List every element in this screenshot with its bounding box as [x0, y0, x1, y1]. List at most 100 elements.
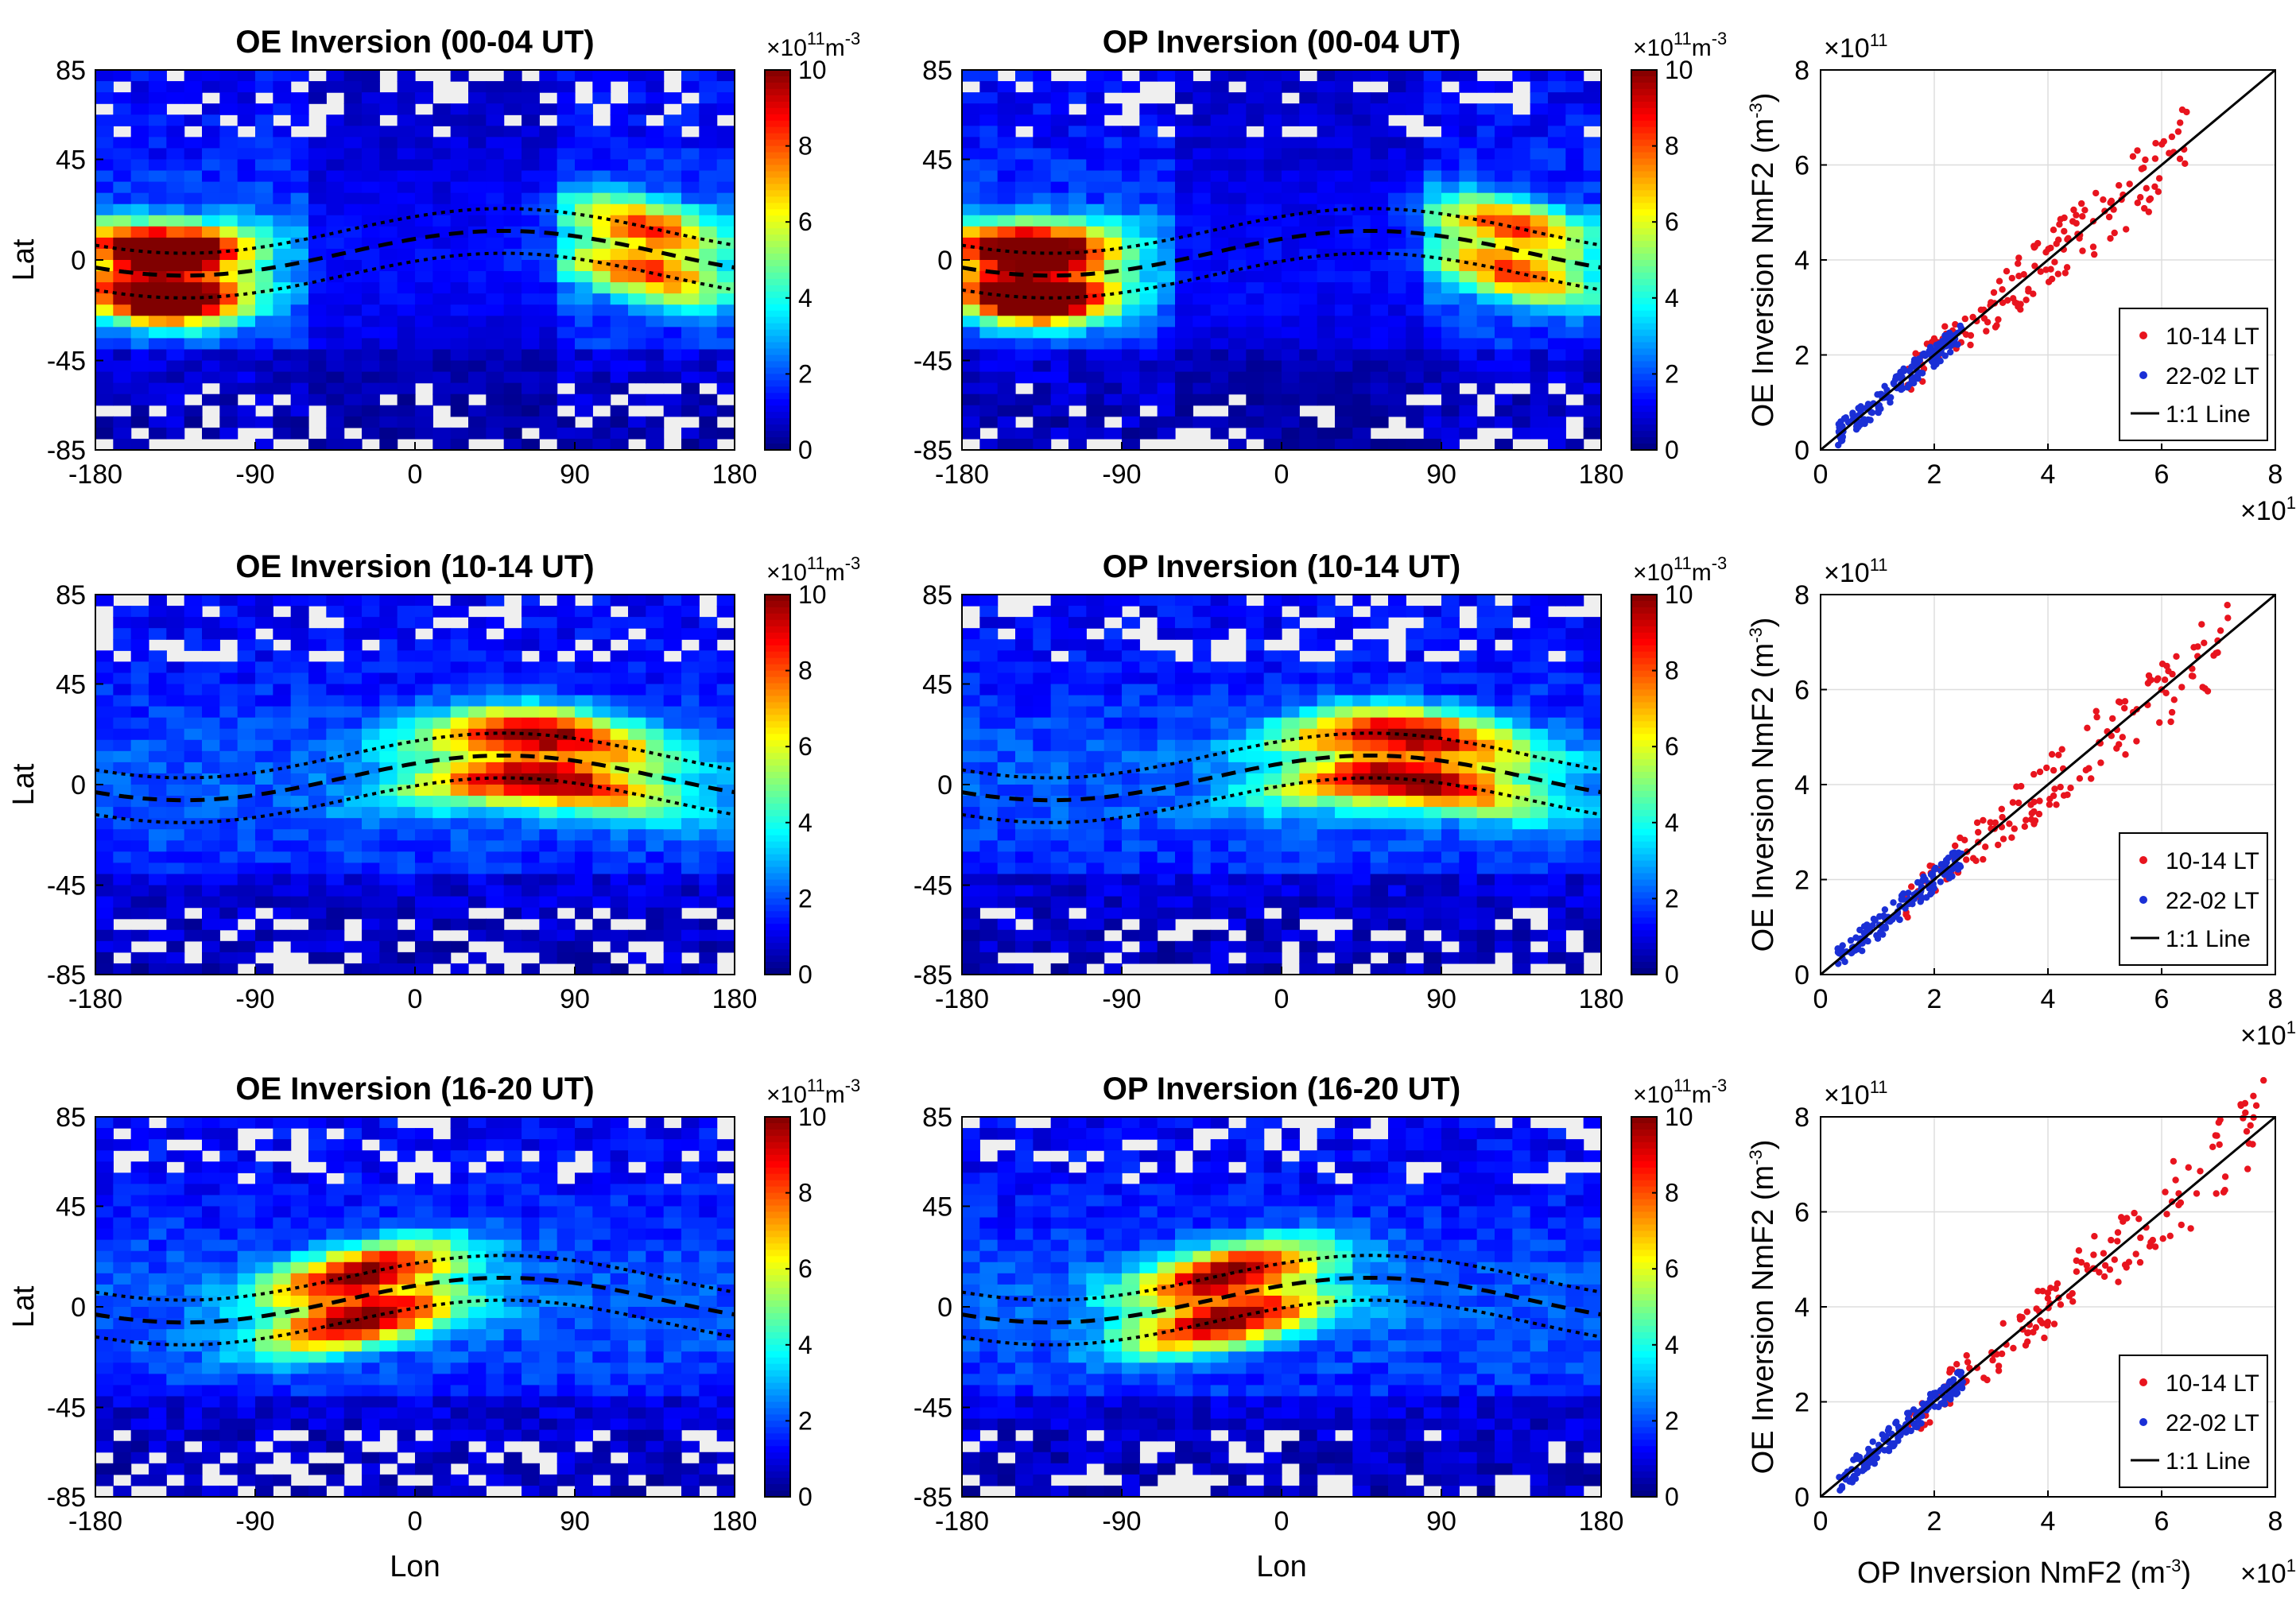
heatmap-cell — [716, 862, 735, 875]
heatmap-cell — [130, 963, 149, 975]
heatmap-cell — [486, 717, 505, 730]
heatmap-cell — [1103, 762, 1123, 774]
heatmap-cell — [1565, 371, 1584, 384]
heatmap-cell — [130, 338, 149, 351]
heatmap-cell — [1086, 785, 1105, 796]
heatmap-cell — [557, 874, 576, 886]
heatmap-cell — [1210, 393, 1229, 406]
heatmap-cell — [290, 929, 309, 942]
heatmap-cell — [166, 148, 185, 161]
heatmap-cell — [1050, 851, 1069, 864]
heatmap-cell — [1317, 963, 1336, 975]
heatmap-cell — [962, 952, 980, 964]
heatmap-cell — [415, 728, 433, 741]
heatmap-cell — [557, 159, 576, 172]
heatmap-cell — [255, 382, 273, 395]
heatmap-cell — [962, 885, 980, 897]
heatmap-cell — [362, 628, 380, 640]
heatmap-cell — [1406, 416, 1425, 428]
heatmap-cell — [1299, 192, 1318, 205]
heatmap-cell — [979, 695, 999, 707]
heatmap-cell — [699, 159, 718, 172]
heatmap-cell — [1068, 963, 1087, 975]
heatmap-cell — [397, 639, 416, 651]
heatmap-cell — [1193, 293, 1212, 305]
heatmap-cell — [1086, 773, 1105, 785]
heatmap-cell — [379, 617, 398, 629]
heatmap-cell — [522, 862, 540, 875]
heatmap-cell — [1210, 181, 1229, 194]
heatmap-cell — [1246, 215, 1265, 227]
heatmap-cell — [557, 248, 576, 261]
heatmap-cell — [1282, 762, 1300, 774]
heatmap-cell — [219, 248, 239, 261]
heatmap-cell — [149, 192, 167, 205]
heatmap-cell — [219, 226, 239, 238]
heatmap-cell — [1228, 114, 1247, 126]
heatmap-cell — [1068, 650, 1087, 662]
heatmap-cell — [362, 81, 380, 93]
heatmap-cell — [716, 304, 735, 316]
heatmap-cell — [1139, 650, 1158, 662]
heatmap-cell — [1050, 81, 1069, 93]
heatmap-cell — [379, 148, 398, 161]
heatmap-cell — [699, 148, 718, 161]
colorbar-segment — [765, 241, 790, 248]
heatmap-cell — [1086, 818, 1105, 830]
heatmap-cell — [1068, 952, 1087, 964]
eq-dotted-line — [95, 776, 735, 824]
heatmap-cell — [1157, 907, 1176, 920]
heatmap-cell — [1228, 717, 1247, 730]
heatmap-cell — [290, 103, 309, 115]
heatmap-cell — [522, 170, 540, 183]
heatmap-cell — [1282, 862, 1300, 875]
heatmap-cell — [979, 739, 999, 752]
heatmap-cell — [1193, 304, 1212, 316]
heatmap-cell — [503, 170, 522, 183]
heatmap-cell — [962, 338, 980, 351]
heatmap-cell — [130, 393, 149, 406]
heatmap-cell — [468, 126, 487, 138]
x-tick-label: 180 — [712, 984, 758, 1014]
heatmap-cell — [397, 595, 416, 607]
heatmap-cell — [1299, 851, 1318, 864]
heatmap-cell — [113, 706, 132, 719]
colorbar-segment — [1631, 190, 1657, 198]
heatmap-cell — [663, 237, 682, 250]
heatmap-cell — [1335, 327, 1353, 339]
heatmap-cell — [149, 159, 167, 172]
heatmap-cell — [184, 70, 203, 82]
heatmap-cell — [362, 114, 380, 126]
heatmap-cell — [1210, 271, 1229, 283]
heatmap-cell — [149, 684, 167, 696]
heatmap-cell — [1050, 181, 1069, 194]
heatmap-cell — [699, 327, 718, 339]
heatmap-cell — [1441, 661, 1460, 674]
heatmap-cell — [1139, 349, 1158, 362]
heatmap-cell — [663, 595, 682, 607]
heatmap-cell — [1406, 829, 1425, 841]
heatmap-cell — [1335, 762, 1353, 774]
heatmap-cell — [1423, 952, 1442, 964]
heatmap-cell — [1103, 70, 1123, 82]
heatmap-cell — [362, 762, 380, 774]
heatmap-cell — [1476, 940, 1495, 953]
heatmap-cell — [610, 595, 629, 607]
heatmap-cell — [1476, 639, 1495, 651]
heatmap-cell — [1299, 874, 1318, 886]
heatmap-cell — [130, 706, 149, 719]
heatmap-cell — [130, 684, 149, 696]
heatmap-cell — [255, 371, 273, 384]
heatmap-cell — [539, 851, 558, 864]
heatmap-cell — [1210, 851, 1229, 864]
heatmap-cell — [255, 226, 273, 238]
heatmap-cell — [1103, 829, 1123, 841]
heatmap-cell — [1015, 393, 1034, 406]
heatmap-cell — [646, 70, 665, 82]
heatmap-cell — [979, 203, 999, 216]
heatmap-cell — [1299, 661, 1318, 674]
heatmap-cell — [379, 862, 398, 875]
heatmap-cell — [219, 170, 239, 183]
x-tick-label: -90 — [1102, 459, 1141, 490]
heatmap-cell — [486, 695, 505, 707]
